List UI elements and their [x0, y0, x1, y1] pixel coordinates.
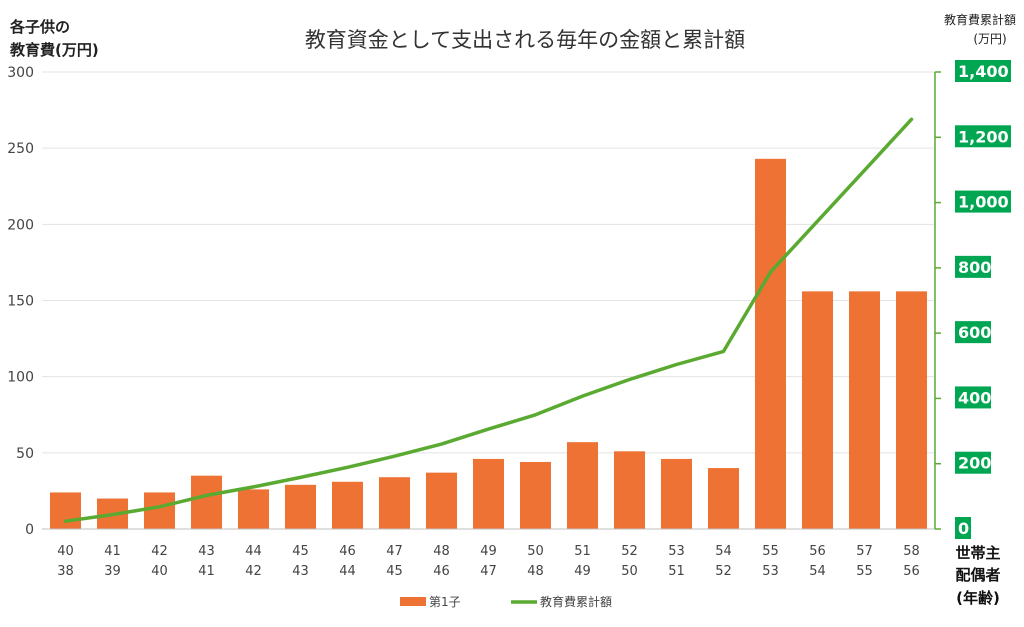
chart-title: 教育資金として支出される毎年の金額と累計額	[305, 28, 745, 52]
y-axis-label-line-2: 教育費(万円)	[9, 41, 99, 59]
legend-label-line: 教育費累計額	[540, 594, 612, 609]
y-tick-label: 50	[16, 446, 34, 462]
bar	[50, 492, 81, 529]
bar-series	[50, 159, 927, 529]
y2-tick-label: 600	[958, 323, 991, 342]
x-tick-label: 46	[339, 544, 356, 559]
bar	[896, 291, 927, 529]
x-tick-label-secondary: 49	[574, 564, 591, 579]
x-tick-label-secondary: 39	[104, 564, 121, 579]
x-tick-label-secondary: 40	[151, 564, 168, 579]
x-tick-label: 50	[527, 544, 544, 559]
bar	[755, 159, 786, 529]
y-tick-label: 150	[7, 294, 34, 310]
x-tick-label: 56	[809, 544, 826, 559]
bar	[144, 492, 175, 529]
bar	[849, 291, 880, 529]
y-tick-label: 300	[7, 65, 34, 81]
x-axis-label-line-1: 世帯主	[955, 544, 1000, 562]
x-tick-label: 53	[668, 544, 685, 559]
x-tick-label: 40	[57, 544, 74, 559]
bar	[426, 473, 457, 529]
x-axis-label-line-3: (年齢)	[956, 589, 1000, 607]
x-tick-label: 49	[480, 544, 497, 559]
bar	[708, 468, 739, 529]
y2-tick-label: 1,400	[958, 62, 1009, 81]
bar	[614, 451, 645, 529]
y2-tick-label: 0	[958, 519, 969, 538]
y-axis-label-line-1: 各子供の	[9, 18, 70, 36]
x-tick-label: 44	[245, 544, 262, 559]
bar	[332, 482, 363, 529]
y2-tick-label: 800	[958, 258, 991, 277]
legend: 第1子 教育費累計額	[400, 594, 612, 609]
bar	[802, 291, 833, 529]
x-tick-label: 45	[292, 544, 309, 559]
x-tick-label: 43	[198, 544, 215, 559]
legend-label-bar: 第1子	[429, 595, 461, 609]
y2-tick-label: 1,000	[958, 193, 1009, 212]
x-tick-label-secondary: 51	[668, 564, 685, 579]
bar	[191, 476, 222, 529]
y-tick-label: 0	[25, 522, 34, 538]
x-tick-label-secondary: 56	[903, 564, 920, 579]
x-tick-label-secondary: 38	[57, 564, 74, 579]
x-tick-label: 55	[762, 544, 779, 559]
x-tick-label-secondary: 50	[621, 564, 638, 579]
bar	[379, 477, 410, 529]
x-tick-label-secondary: 52	[715, 564, 732, 579]
x-tick-label-secondary: 44	[339, 564, 356, 579]
x-tick-label: 41	[104, 544, 121, 559]
bar	[473, 459, 504, 529]
x-tick-label: 57	[856, 544, 873, 559]
x-tick-label-secondary: 48	[527, 564, 544, 579]
x-tick-label-secondary: 55	[856, 564, 873, 579]
y2-tick-label: 200	[958, 454, 991, 473]
y-tick-label: 200	[7, 217, 34, 233]
x-tick-label: 48	[433, 544, 450, 559]
y2-axis-label-line-2: (万円)	[973, 32, 1006, 46]
x-tick-label-secondary: 42	[245, 564, 262, 579]
y-tick-label: 100	[7, 370, 34, 386]
x-tick-label: 58	[903, 544, 920, 559]
x-tick-label-secondary: 43	[292, 564, 309, 579]
legend-swatch-bar	[400, 597, 426, 606]
y2-tick-label: 1,200	[958, 127, 1009, 146]
x-tick-label-secondary: 53	[762, 564, 779, 579]
bar	[567, 442, 598, 529]
x-tick-label: 52	[621, 544, 638, 559]
bar	[520, 462, 551, 529]
y-tick-label: 250	[7, 141, 34, 157]
x-tick-label: 42	[151, 544, 168, 559]
bar	[238, 489, 269, 529]
x-tick-label-secondary: 46	[433, 564, 450, 579]
bar	[661, 459, 692, 529]
gridlines	[42, 72, 935, 453]
y2-axis-label-line-1: 教育費累計額	[944, 12, 1016, 27]
x-tick-label-secondary: 47	[480, 564, 497, 579]
x-tick-label: 51	[574, 544, 591, 559]
x-axis-label-line-2: 配偶者	[955, 566, 1000, 584]
x-tick-label-secondary: 45	[386, 564, 403, 579]
bar	[285, 485, 316, 529]
x-tick-label-secondary: 54	[809, 564, 826, 579]
x-tick-label: 47	[386, 544, 403, 559]
x-tick-label: 54	[715, 544, 732, 559]
y2-tick-label: 400	[958, 388, 991, 407]
x-tick-label-secondary: 41	[198, 564, 215, 579]
